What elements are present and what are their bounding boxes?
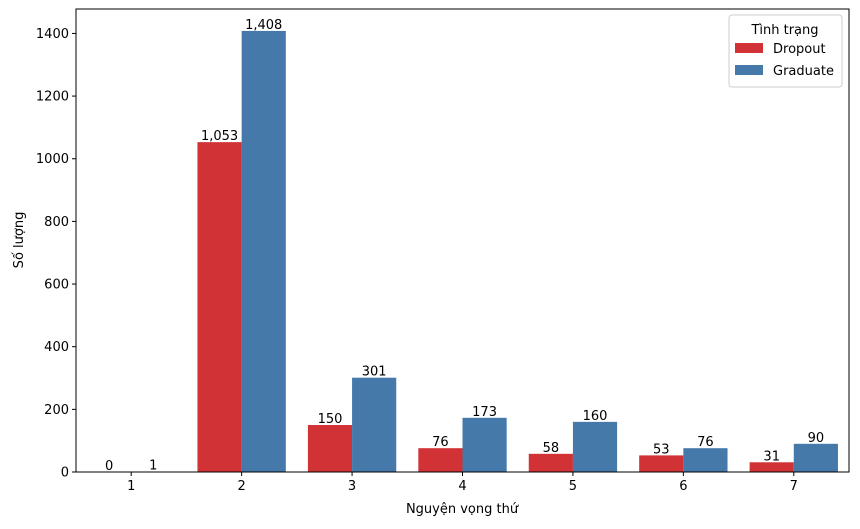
y-tick-label-1200: 1200: [36, 90, 69, 105]
legend-swatch-dropout: [735, 43, 763, 53]
bar-label-graduate-2: 1,408: [245, 18, 282, 33]
x-tick-label-5: 5: [569, 479, 577, 494]
y-tick-label-800: 800: [44, 215, 69, 230]
bar-graduate-2: [242, 31, 286, 472]
bar-dropout-6: [639, 455, 683, 472]
bar-graduate-5: [573, 422, 617, 472]
x-tick-label-1: 1: [127, 479, 135, 494]
x-tick-label-2: 2: [238, 479, 246, 494]
bar-label-dropout-6: 53: [653, 442, 670, 457]
y-tick-label-1000: 1000: [36, 152, 69, 167]
y-axis: 0 200 400 600 800 1000 1200 1400: [36, 27, 76, 481]
y-tick-label-400: 400: [44, 340, 69, 355]
bar-label-dropout-4: 76: [432, 435, 449, 450]
x-tick-label-7: 7: [790, 479, 798, 494]
legend-title: Tình trạng: [750, 23, 818, 38]
bar-graduate-4: [463, 418, 507, 472]
bar-label-graduate-3: 301: [362, 365, 387, 380]
bar-graduate-6: [683, 448, 727, 472]
bar-label-graduate-4: 173: [472, 405, 497, 420]
legend-swatch-graduate: [735, 65, 763, 75]
y-axis-label: Số lượng: [12, 212, 27, 269]
y-tick-label-600: 600: [44, 278, 69, 293]
bar-dropout-5: [529, 454, 573, 472]
bar-label-graduate-6: 76: [697, 435, 714, 450]
bar-label-graduate-1: 1: [149, 459, 157, 474]
bar-label-dropout-5: 58: [543, 441, 560, 456]
bar-dropout-2: [197, 142, 241, 472]
legend-label-dropout: Dropout: [773, 42, 826, 57]
y-tick-label-200: 200: [44, 403, 69, 418]
bar-dropout-4: [418, 448, 462, 472]
x-tick-label-4: 4: [458, 479, 466, 494]
x-tick-label-6: 6: [679, 479, 687, 494]
x-axis-label: Nguyện vọng thứ: [406, 502, 519, 517]
bar-graduate-7: [794, 444, 838, 472]
y-tick-label-1400: 1400: [36, 27, 69, 42]
bar-dropout-3: [308, 425, 352, 472]
bar-label-dropout-2: 1,053: [201, 129, 238, 144]
bar-label-graduate-5: 160: [583, 409, 608, 424]
legend-label-graduate: Graduate: [773, 64, 834, 79]
x-tick-label-3: 3: [348, 479, 356, 494]
x-axis: 1 2 3 4 5 6 7: [127, 472, 798, 494]
bar-label-dropout-7: 31: [763, 449, 780, 464]
legend: Tình trạng Dropout Graduate: [729, 15, 842, 87]
bar-label-dropout-3: 150: [318, 412, 343, 427]
y-tick-label-0: 0: [61, 466, 69, 481]
bar-graduate-3: [352, 378, 396, 472]
bar-label-graduate-7: 90: [808, 431, 825, 446]
